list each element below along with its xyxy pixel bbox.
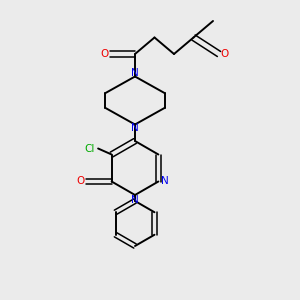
Text: O: O xyxy=(220,49,229,59)
Text: N: N xyxy=(160,176,168,187)
Text: O: O xyxy=(76,176,85,187)
Text: O: O xyxy=(100,49,108,59)
Text: Cl: Cl xyxy=(84,143,94,154)
Text: N: N xyxy=(131,195,139,206)
Text: N: N xyxy=(131,68,139,78)
Text: N: N xyxy=(131,123,139,134)
